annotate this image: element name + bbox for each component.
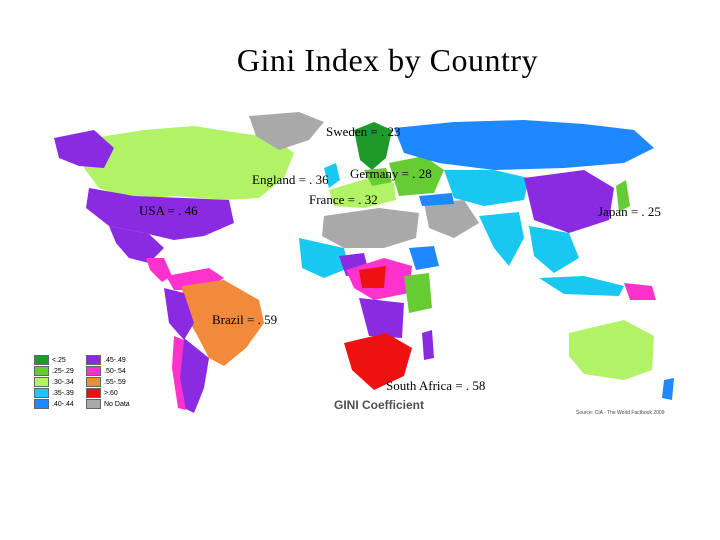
brazil-region <box>182 280 264 366</box>
mexico-region <box>109 226 164 263</box>
west-africa-region <box>299 238 349 278</box>
png-region <box>624 283 656 300</box>
alaska-region <box>54 130 114 168</box>
legend-item: .55-.59 <box>86 377 126 387</box>
legend-label: .30-.34 <box>52 378 74 386</box>
legend-swatch <box>86 377 101 387</box>
germany-region <box>364 168 392 186</box>
canada-region <box>84 126 294 200</box>
legend-swatch <box>34 355 49 365</box>
legend-label: .50-.54 <box>104 367 126 375</box>
madagascar-region <box>422 330 434 360</box>
legend-item: .50-.54 <box>86 366 126 376</box>
turkey-region <box>419 193 454 206</box>
australia-region <box>569 320 654 380</box>
middle-east-region <box>424 200 479 238</box>
ethiopia-region <box>409 246 439 270</box>
legend-item: .40-.44 <box>34 399 74 409</box>
label-south-africa: South Africa = . 58 <box>386 378 486 393</box>
world-map: Sweden = . 23 England = . 36 Germany = .… <box>24 108 704 430</box>
legend-item: .35-.39 <box>34 388 74 398</box>
legend-item: .45-.49 <box>86 355 126 365</box>
label-japan: Japan = . 25 <box>598 204 661 219</box>
western-europe-region <box>329 178 396 208</box>
legend-label: No Data <box>104 400 130 408</box>
legend-item: .25-.29 <box>34 366 74 376</box>
legend-swatch <box>86 366 101 376</box>
chile-region <box>172 336 186 410</box>
label-france: France = . 32 <box>309 192 378 207</box>
legend-label: .55-.59 <box>104 378 126 386</box>
car-region <box>359 266 386 288</box>
legend-label: .35-.39 <box>52 389 74 397</box>
source-note: Source: CIA - The World Factbook 2009 <box>576 410 665 416</box>
legend-swatch <box>86 399 101 409</box>
legend-item: .30-.34 <box>34 377 74 387</box>
legend-label: <.25 <box>52 356 66 364</box>
usa-region <box>86 188 234 240</box>
north-africa-region <box>322 208 419 248</box>
angola-zambia-region <box>359 298 404 338</box>
legend-swatch <box>34 377 49 387</box>
southern-africa-region <box>344 333 412 390</box>
map-title: Gini Index by Country <box>236 42 539 78</box>
legend-swatch <box>34 388 49 398</box>
argentina-chile-region <box>179 338 209 413</box>
central-asia-region <box>444 170 529 206</box>
legend-item: >.60 <box>86 388 118 398</box>
legend-swatch <box>34 366 49 376</box>
uk-region <box>324 163 340 188</box>
legend-swatch <box>86 355 101 365</box>
label-england: England = . 36 <box>252 172 329 187</box>
southeast-asia-region <box>529 226 579 273</box>
legend: <.25 .45-.49 .25-.29 .50-.54 .30-.34 .55… <box>34 355 144 415</box>
legend-label: .40-.44 <box>52 400 74 408</box>
peru-bolivia-region <box>164 288 194 340</box>
label-brazil: Brazil = . 59 <box>212 312 278 327</box>
legend-item: No Data <box>86 399 130 409</box>
label-usa: USA = . 46 <box>139 203 198 218</box>
legend-label: >.60 <box>104 389 118 397</box>
scandinavia-region <box>354 122 392 170</box>
world-map-svg <box>54 112 674 413</box>
legend-swatch <box>34 399 49 409</box>
russia-region <box>394 120 654 170</box>
central-america-region <box>146 258 172 282</box>
east-africa-region <box>404 273 432 313</box>
china-region <box>524 170 614 233</box>
india-region <box>479 212 524 266</box>
greenland-region <box>249 112 324 150</box>
label-germany: Germany = . 28 <box>350 166 432 181</box>
legend-label: .45-.49 <box>104 356 126 364</box>
legend-title: GINI Coefficient <box>334 398 425 412</box>
legend-swatch <box>86 388 101 398</box>
japan-region <box>616 180 630 212</box>
eastern-europe-region <box>389 156 444 196</box>
label-sweden: Sweden = . 23 <box>326 124 401 139</box>
nz-region <box>662 378 674 400</box>
legend-label: .25-.29 <box>52 367 74 375</box>
legend-item: <.25 <box>34 355 66 365</box>
indonesia-region <box>539 276 624 296</box>
